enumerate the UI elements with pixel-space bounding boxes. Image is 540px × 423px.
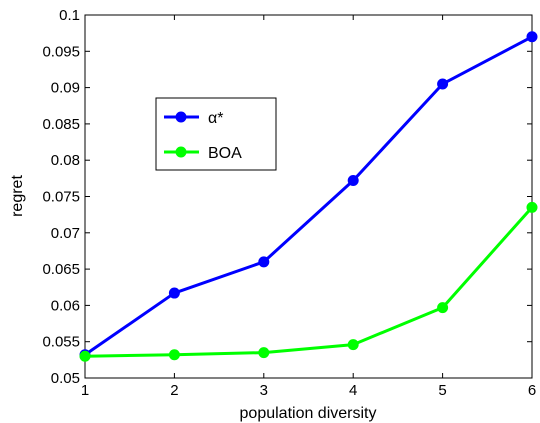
data-point-series-2: [259, 348, 268, 357]
x-tick-label: 4: [349, 382, 357, 399]
data-point-series-1: [349, 176, 358, 185]
y-tick-label: 0.055: [42, 334, 80, 351]
data-point-series-2: [170, 350, 179, 359]
data-point-series-2: [81, 352, 90, 361]
x-tick-label: 1: [81, 382, 89, 399]
legend-label-series-1: α*: [208, 110, 223, 127]
legend-marker-series-2: [177, 148, 186, 157]
data-point-series-1: [438, 79, 447, 88]
y-tick-label: 0.065: [42, 261, 80, 278]
data-point-series-2: [438, 303, 447, 312]
y-tick-label: 0.05: [51, 370, 80, 387]
legend-label-series-2: BOA: [208, 145, 242, 162]
data-point-series-1: [528, 32, 537, 41]
data-point-series-1: [259, 257, 268, 266]
y-tick-label: 0.08: [51, 152, 80, 169]
legend-marker-series-1: [177, 113, 186, 122]
data-point-series-1: [170, 289, 179, 298]
data-point-series-2: [528, 203, 537, 212]
y-tick-label: 0.06: [51, 297, 80, 314]
x-axis-label: population diversity: [240, 405, 377, 422]
legend: α* BOA: [156, 98, 276, 170]
x-tick-label: 2: [170, 382, 178, 399]
x-tick-label: 3: [260, 382, 268, 399]
y-tick-label: 0.07: [51, 225, 80, 242]
x-tick-label: 5: [438, 382, 446, 399]
x-tick-label: 6: [528, 382, 536, 399]
y-tick-label: 0.1: [59, 7, 80, 24]
data-point-series-2: [349, 340, 358, 349]
y-axis-label: regret: [9, 175, 26, 217]
y-tick-label: 0.075: [42, 189, 80, 206]
y-tick-label: 0.085: [42, 116, 80, 133]
y-tick-label: 0.09: [51, 80, 80, 97]
y-tick-label: 0.095: [42, 43, 80, 60]
plot-area: [85, 15, 532, 378]
